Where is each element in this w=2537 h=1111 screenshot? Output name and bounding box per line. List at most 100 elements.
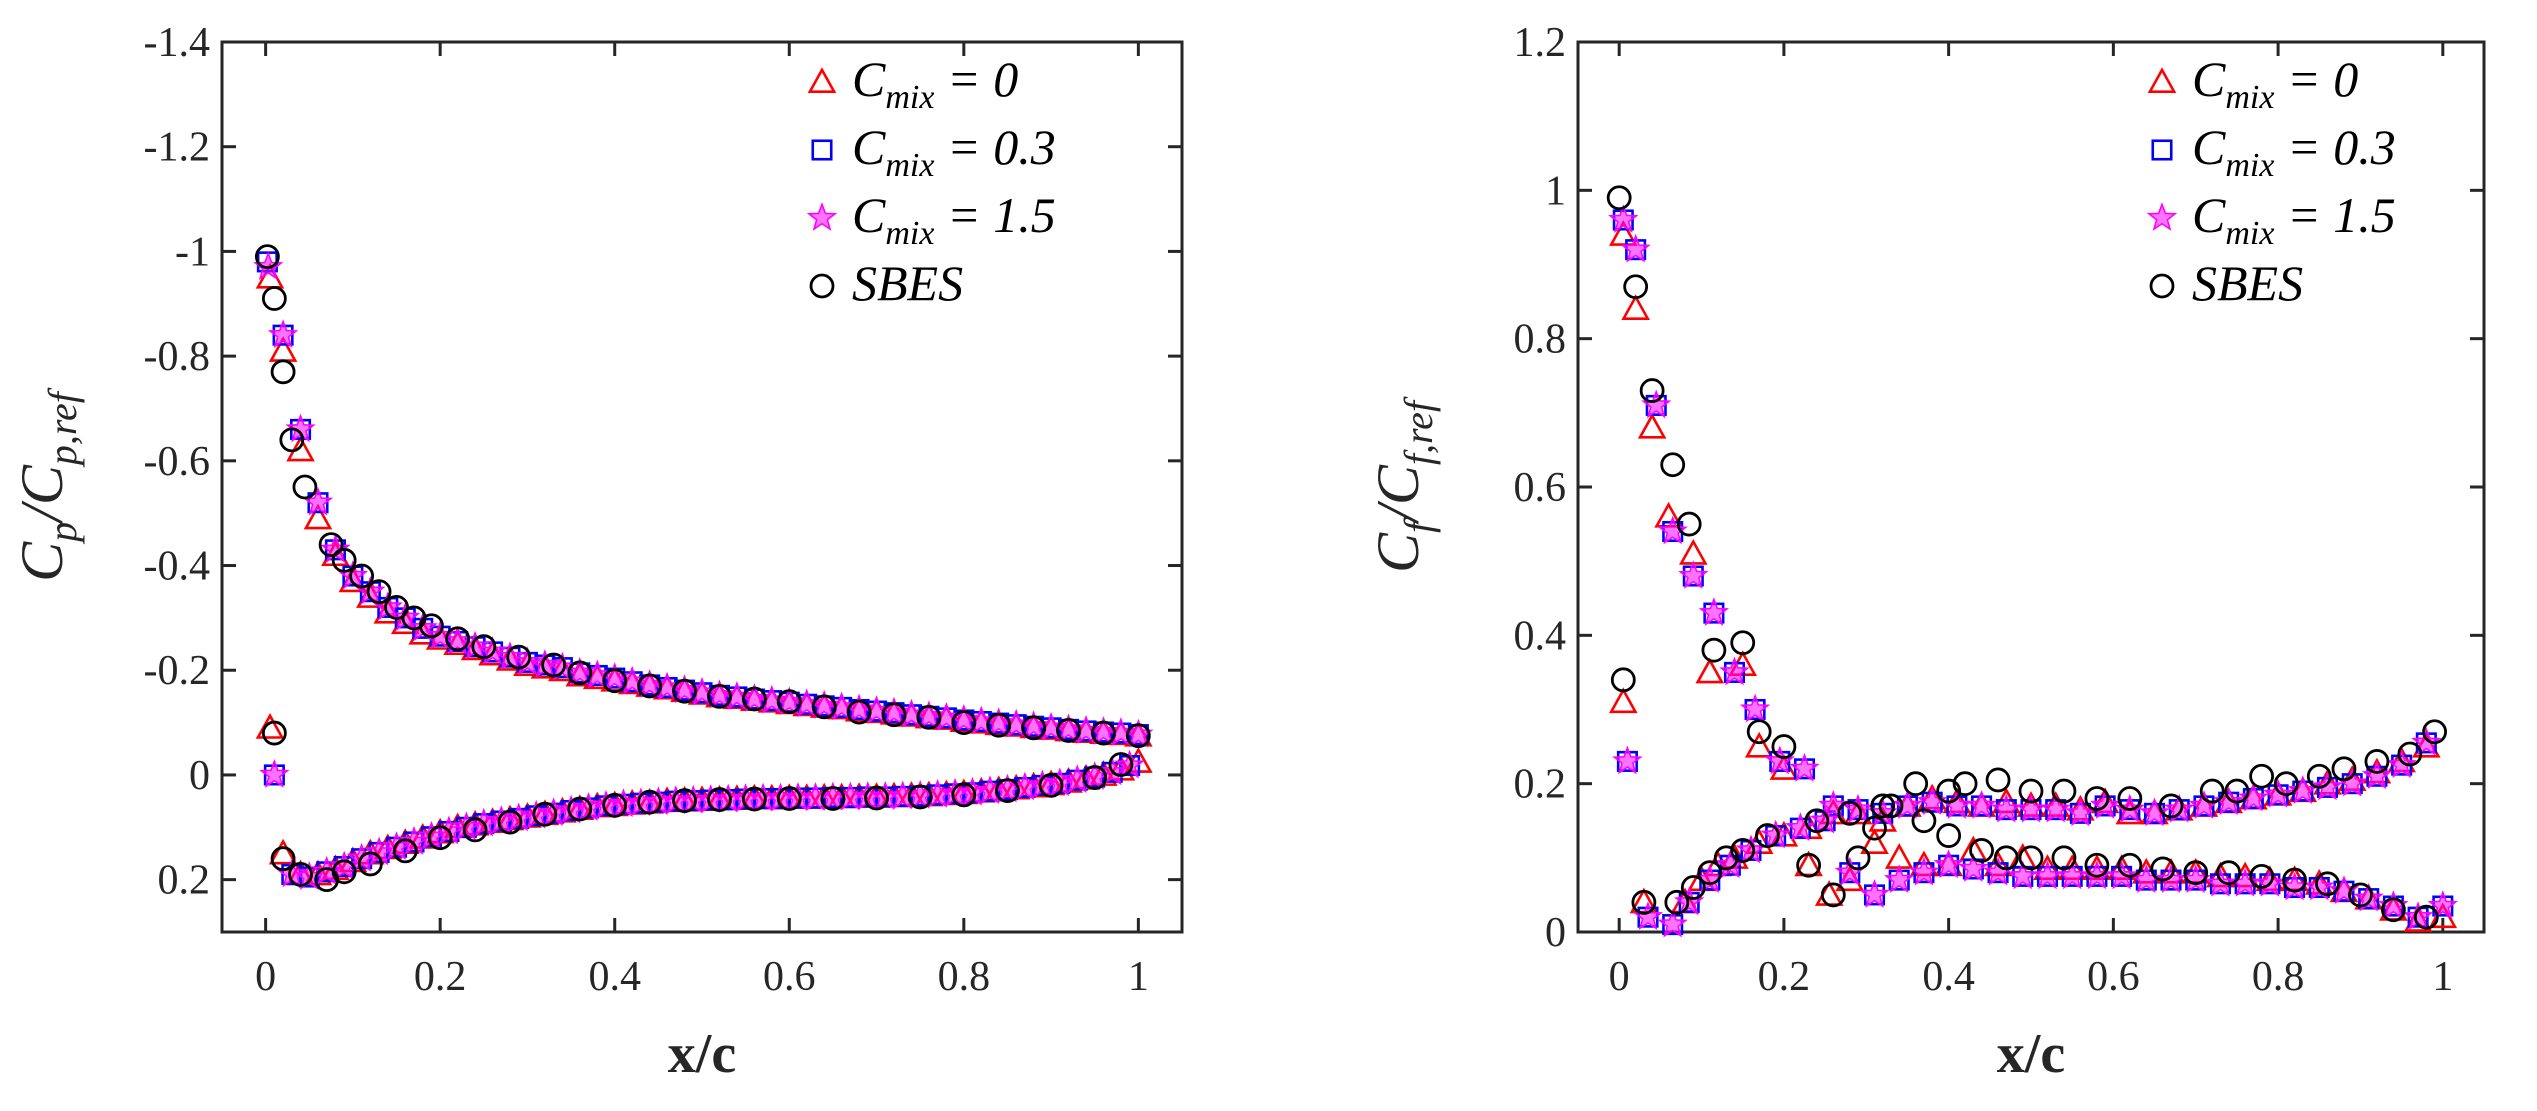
data-point-circle xyxy=(2364,749,2390,774)
data-point-star xyxy=(2106,860,2137,890)
x-tick-label: 0.6 xyxy=(763,954,816,1000)
data-point-star xyxy=(1657,908,1688,938)
data-point-circle xyxy=(672,678,697,704)
data-point-circle xyxy=(1985,767,2011,793)
data-point-star xyxy=(2015,793,2047,823)
legend-marker-square xyxy=(2151,139,2173,161)
data-point-circle xyxy=(331,859,357,885)
legend-marker-star xyxy=(806,202,838,231)
data-point-circle xyxy=(1952,771,1978,797)
data-point-star xyxy=(1933,849,1964,879)
y-tick-label: -1 xyxy=(175,229,210,275)
data-point-star xyxy=(1698,597,1730,626)
data-point-circle xyxy=(951,782,977,808)
data-point-circle xyxy=(2051,845,2077,871)
data-point-star xyxy=(2205,867,2236,897)
data-point-circle xyxy=(1701,637,1727,663)
x-axis-label: x/c xyxy=(1997,1023,2065,1085)
legend-marker-triangle xyxy=(2147,67,2177,93)
y-label-divider: /C xyxy=(9,464,75,525)
data-point-circle xyxy=(1936,823,1962,848)
data-point-circle xyxy=(602,792,628,818)
y-tick-label: 0.4 xyxy=(1514,613,1567,659)
chart-pressure-coefficient: 0 0.2 0.4 0.6 0.8 1 -1.4 -1.2 -1 -0.8 -0.6 -0.4 -0.2… xyxy=(9,20,1184,1085)
data-point-circle xyxy=(1125,723,1151,749)
data-point-circle xyxy=(2018,845,2044,871)
data-point-star xyxy=(2230,867,2261,897)
y-tick-label: 1.2 xyxy=(1514,20,1567,66)
data-point-star xyxy=(1958,853,1989,882)
data-point-circle xyxy=(462,817,488,843)
data-point-star xyxy=(1739,693,1771,723)
x-tick-label: 1 xyxy=(2432,954,2453,1000)
data-point-circle xyxy=(2315,871,2340,897)
data-point-circle xyxy=(881,702,907,728)
data-point-circle xyxy=(419,613,444,639)
data-point-star xyxy=(1818,790,1849,819)
data-point-star xyxy=(259,759,290,788)
legend-label: SBES xyxy=(2192,255,2303,311)
data-point-circle xyxy=(318,532,344,557)
legend-label-value: = 0 xyxy=(2274,51,2358,107)
legend-label-value: = 0 xyxy=(934,51,1018,107)
data-point-circle xyxy=(1730,838,1756,863)
data-point-star xyxy=(329,850,360,880)
legend-label: SBES xyxy=(852,255,963,311)
y-tick-label: 0.2 xyxy=(158,858,211,904)
data-point-circle xyxy=(1660,452,1686,478)
y-tick-label: -0.6 xyxy=(144,439,211,485)
legend-label-subscript: mix xyxy=(885,147,934,184)
data-point-star xyxy=(2411,726,2442,756)
data-point-circle xyxy=(951,710,977,735)
data-point-circle xyxy=(907,784,933,810)
data-point-circle xyxy=(2018,778,2044,804)
data-point-circle xyxy=(2084,786,2110,811)
legend-label-subscript: mix xyxy=(2225,79,2274,116)
legend-label: Cmix = 0 xyxy=(2192,51,2358,116)
data-point-star xyxy=(1892,790,1923,819)
legend-label: Cmix = 0 xyxy=(852,51,1018,116)
data-point-star xyxy=(2386,749,2417,779)
data-point-triangle xyxy=(1695,657,1725,684)
data-point-circle xyxy=(1623,274,1649,300)
data-point-circle xyxy=(820,786,846,811)
data-point-circle xyxy=(2413,904,2439,930)
data-point-circle xyxy=(2084,852,2110,878)
data-point-star xyxy=(1966,790,1997,819)
series-square xyxy=(1612,209,2454,936)
y-tick-label: -0.2 xyxy=(144,648,211,694)
data-point-circle xyxy=(270,359,296,385)
data-point-star xyxy=(2378,890,2409,919)
data-point-circle xyxy=(1771,734,1797,759)
data-point-star xyxy=(2287,775,2318,804)
x-tick-label: 1 xyxy=(1128,954,1149,1000)
data-point-star xyxy=(2361,760,2393,790)
data-point-circle xyxy=(1713,845,1739,871)
data-point-star xyxy=(756,684,787,714)
data-point-circle xyxy=(279,427,305,453)
data-point-circle xyxy=(741,686,767,712)
x-tick-label: 0.6 xyxy=(2087,954,2140,1000)
data-point-circle xyxy=(270,846,296,872)
legend-label-main: SBES xyxy=(2192,255,2303,311)
data-point-star xyxy=(2213,786,2244,816)
data-point-circle xyxy=(1796,852,1822,878)
data-point-circle xyxy=(811,694,837,720)
data-point-star xyxy=(1789,752,1820,782)
data-point-circle xyxy=(497,809,523,835)
data-point-triangle xyxy=(268,838,298,865)
x-tick-label: 0 xyxy=(1609,954,1630,1000)
legend-label-main: C xyxy=(852,51,886,107)
data-point-circle xyxy=(1639,378,1665,403)
data-point-circle xyxy=(2282,867,2307,893)
y-tick-label: 0.2 xyxy=(1514,762,1567,808)
data-point-circle xyxy=(349,563,375,589)
data-point-circle xyxy=(1845,845,1871,871)
data-point-star xyxy=(2427,890,2458,919)
data-point-circle xyxy=(2306,763,2332,789)
legend-label: Cmix = 0.3 xyxy=(852,119,1056,184)
data-point-circle xyxy=(1091,720,1116,746)
legend-marker-star xyxy=(2146,202,2178,231)
legend-label-subscript: mix xyxy=(885,79,934,116)
